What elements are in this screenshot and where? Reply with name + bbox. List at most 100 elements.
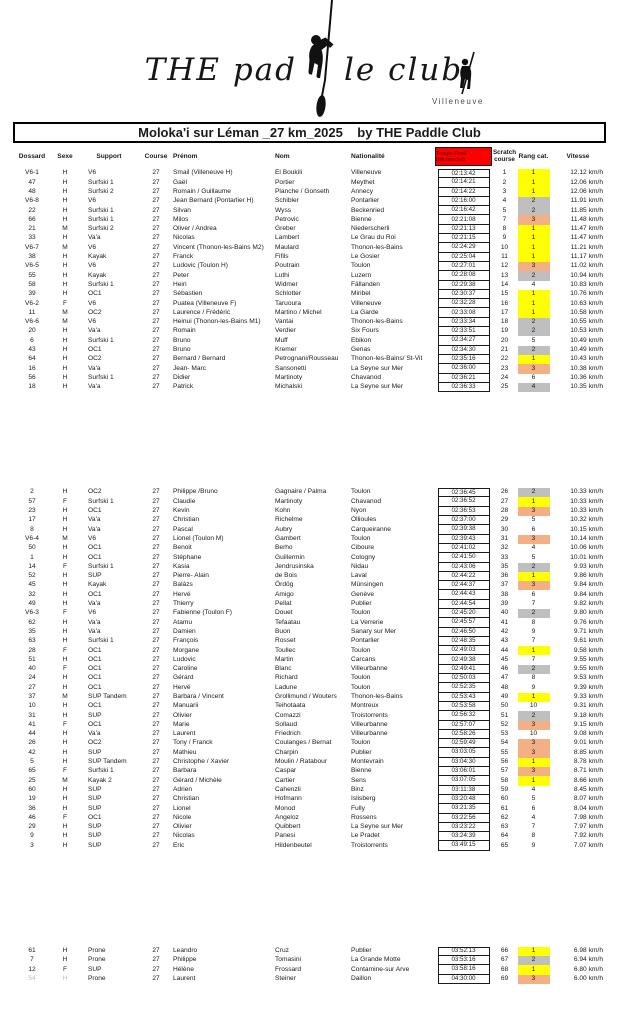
cell-course: 27 [152,581,160,589]
time-value-box: 02:21:13 [437,224,490,235]
cell-support: V6 [88,243,97,251]
speed-unit: km/h [588,739,603,747]
cell-nationalite: Luzern [351,271,372,279]
cell-prenom: Puatea (Villeneuve F) [173,299,237,307]
rank-badge: 1 [517,234,550,244]
cell-course: 27 [152,776,160,784]
cell-temps-final: 02:44:54 [435,599,492,609]
speed-value: 8.85 [573,748,587,756]
table-row: 65 F Surfski 1 27 Barbara Caspar Bienne 03:06:0… [13,767,606,777]
cell-course: 27 [152,234,160,242]
table-row: V6-6 M V6 27 Heinui (Thonon-les-Bains M1) Van… [13,317,606,328]
cell-rang-cat: 2 [517,345,550,355]
table-row: 29 H SUP 27 Olivier Quibbert La Seyne sur Mer 0… [13,822,606,833]
speed-unit: km/h [588,553,603,561]
time-value-box: 04:30:00 [437,974,490,984]
cell-support: Surfski 1 [88,178,114,186]
cell-vitesse: 10.55 km/h [550,318,606,326]
time-value-box: 02:34:27 [437,336,490,346]
cell-support: OC1 [88,720,102,728]
cell-rang-cat: 3 [517,739,550,749]
cell-prenom: Christophe / Xavier [173,758,230,766]
cell-dossard: 48 [28,187,36,195]
cell-prenom: Vincent (Thonon-les-Bains M2) [173,243,264,251]
cell-vitesse: 9.33 km/h [550,693,606,701]
cell-nationalite: Rossens [351,813,377,821]
rank-badge: 8 [531,832,536,840]
speed-value: 8.78 [573,758,587,766]
cell-nom: Blanc [275,665,292,673]
cell-support: Va'a [88,730,101,738]
cell-nom: Cartier [275,776,295,784]
cell-temps-final: 03:11:38 [435,785,492,795]
cell-support: SUP [88,785,102,793]
speed-value: 7.92 [573,832,587,840]
speed-value: 9.93 [573,562,587,570]
cell-nom: Coulanges / Bernat [275,739,332,747]
cell-temps-final: 03:03:05 [435,748,492,758]
rank-badge: 9 [531,627,536,635]
cell-dossard: 45 [28,581,36,589]
cell-sexe: H [62,795,68,803]
cell-vitesse: 11.85 km/h [550,207,606,215]
cell-temps-final: 02:37:00 [435,516,492,526]
table-row: 42 H SUP 27 Mathieu Charpin Publier 03:03:05 55 3… [13,748,606,758]
cell-sexe: H [62,525,68,533]
cell-course: 27 [152,373,160,381]
header-temps-final: Temps Final (hh:mm:ss) [435,147,492,166]
rank-badge: 2 [517,327,550,337]
cell-temps-final: 02:21:13 [435,224,492,235]
cell-temps-final: 02:13:42 [435,169,492,179]
cell-prenom: Gaël [173,178,187,186]
cell-nationalite: Toulon [351,674,371,682]
cell-prenom: Romain / Guillaume [173,187,231,195]
table-row: 50 H OC1 27 Benoit Berho Ciboure 02:41:02 32 4 10.… [13,543,606,554]
speed-unit: km/h [588,974,603,982]
cell-nationalite: La Seyne sur Mer [351,364,404,372]
cell-prenom: Leandro [173,947,198,955]
cell-dossard: 52 [28,572,36,580]
cell-prenom: Laurent [173,730,196,738]
speed-unit: km/h [588,488,603,496]
cell-dossard: V6-2 [25,299,39,307]
cell-rang-cat: 8 [517,618,550,627]
cell-temps-final: 02:39:43 [435,534,492,544]
table-row: 17 H Va'a 27 Christian Richelme Ollioules 02:37… [13,516,606,526]
cell-temps-final: 03:21:35 [435,804,492,814]
cell-prenom: Barbara [173,767,197,775]
rank-badge: 1 [517,243,550,253]
cell-dossard: 31 [28,711,36,719]
cell-scratch: 46 [500,665,509,673]
rank-badge: 1 [517,946,550,956]
cell-prenom: Christian [173,516,200,524]
cell-dossard: 39 [28,290,36,298]
cell-nationalite: La Verrerie [351,618,384,626]
cell-vitesse: 6.80 km/h [550,966,606,974]
table-row: 6 H Surfski 1 27 Bruno Muff Ebikon 02:34:27 20 5 1… [13,336,606,346]
cell-rang-cat: 9 [517,628,550,637]
cell-nom: Amigo [275,590,294,598]
table-row: 58 H Surfski 1 27 Heiri Widmer Fällanden 02:29:… [13,280,606,290]
cell-nom: Kohn [275,507,291,515]
time-value-box: 03:11:38 [437,785,490,795]
time-value-box: 02:58:26 [437,729,490,740]
cell-scratch: 64 [500,832,509,840]
cell-support: Prone [88,956,106,964]
cell-sexe: H [62,758,68,766]
table-row: 24 H OC1 27 Gérard Richard Toulon 02:50:03 47 8 9.… [13,674,606,684]
cell-support: V6 [88,197,97,205]
cell-nom: Greber [275,225,296,233]
cell-nationalite: Genas [351,345,371,353]
speed-value: 9.18 [573,711,587,719]
speed-unit: km/h [588,711,603,719]
speed-unit: km/h [588,345,603,353]
rank-badge: 3 [517,739,550,749]
speed-unit: km/h [588,262,603,270]
speed-unit: km/h [588,581,603,589]
cell-scratch: 5 [502,206,507,214]
cell-nationalite: Villeurbanne [351,730,388,738]
cell-temps-final: 02:24:29 [435,243,492,253]
cell-sexe: M [62,534,68,542]
cell-nationalite: Beckenried [351,206,384,214]
speed-unit: km/h [588,609,603,617]
